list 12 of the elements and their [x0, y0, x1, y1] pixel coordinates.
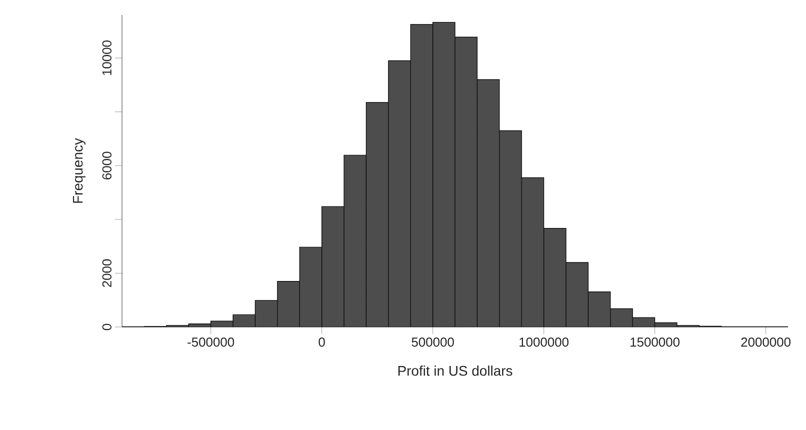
- y-tick-label: 10000: [102, 40, 112, 76]
- x-tick-label: 2000000: [741, 338, 791, 347]
- x-tick-label: 1500000: [630, 338, 680, 347]
- x-tick-label: -500000: [188, 338, 234, 347]
- y-tick-label: 6000: [102, 152, 112, 180]
- x-axis-title: Profit in US dollars: [398, 366, 512, 376]
- x-tick-label: 0: [318, 338, 325, 347]
- y-tick-label: 2000: [102, 259, 112, 287]
- y-axis-title: Frequency: [72, 138, 86, 203]
- y-tick-label: 0: [102, 324, 112, 330]
- x-tick-label: 1000000: [520, 338, 569, 347]
- x-tick-label: 500000: [412, 338, 454, 347]
